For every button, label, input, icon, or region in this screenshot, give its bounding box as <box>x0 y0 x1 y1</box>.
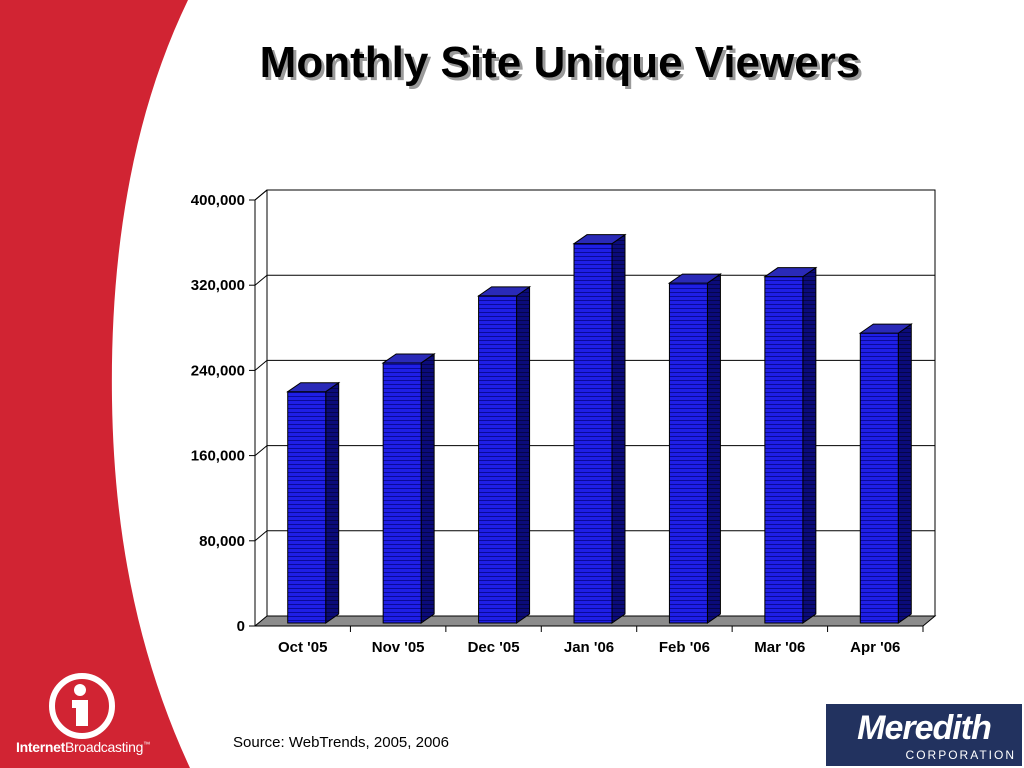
bar-top <box>476 286 532 297</box>
bar-side <box>420 352 435 624</box>
x-tick-label: Nov '05 <box>372 639 425 656</box>
red-side-panel <box>0 0 190 768</box>
bars <box>286 233 913 624</box>
bar-front <box>382 362 422 624</box>
bar-top <box>572 234 627 245</box>
gridline-depth <box>254 274 268 286</box>
bar-top <box>286 382 341 393</box>
bar-side <box>325 381 340 624</box>
gridline-depth <box>254 530 268 542</box>
bar-side <box>611 233 626 624</box>
y-tick-label: 400,000 <box>191 192 245 209</box>
y-tick-label: 80,000 <box>199 533 245 550</box>
x-tick-label: Jan '06 <box>564 639 614 656</box>
x-tick-label: Dec '05 <box>468 639 520 656</box>
bar-top <box>858 323 913 334</box>
bar <box>858 323 913 624</box>
bar <box>476 285 532 624</box>
y-axis: 0 80,000 160,000 240,000 320,000 400,000 <box>191 192 256 635</box>
bar-top <box>763 267 818 278</box>
x-tick-label: Apr '06 <box>850 639 900 656</box>
bar-side <box>706 273 721 624</box>
bar-top <box>381 353 436 364</box>
x-tick-label: Feb '06 <box>659 639 710 656</box>
bar <box>381 352 436 624</box>
bar-front <box>859 332 899 624</box>
gridline-depth <box>254 445 268 456</box>
bar-front <box>287 391 327 624</box>
x-tick-label: Mar '06 <box>754 639 805 656</box>
meredith-wordmark: Meredith <box>857 709 992 747</box>
y-tick-label: 0 <box>237 618 245 635</box>
bar-side <box>802 266 817 624</box>
meredith-corporation-logo: Meredith CORPORATION <box>826 704 1022 766</box>
bar <box>763 266 818 624</box>
bar-side <box>897 323 912 624</box>
bar-front <box>478 295 518 624</box>
bar <box>286 381 341 624</box>
internet-broadcasting-wordmark: InternetBroadcasting™ <box>16 739 150 755</box>
y-tick-label: 240,000 <box>191 362 245 379</box>
bar-front <box>668 282 708 624</box>
bar-chart: 0 80,000 160,000 240,000 320,000 400,000 Oct … <box>191 189 937 656</box>
bar-front <box>764 276 804 624</box>
x-tick-label: Oct '05 <box>278 639 327 656</box>
bar-side <box>516 285 531 624</box>
y-tick-label: 320,000 <box>191 277 245 294</box>
source-note: Source: WebTrends, 2005, 2006 <box>233 734 449 751</box>
bar <box>667 273 723 624</box>
internet-broadcasting-logo <box>49 673 115 739</box>
gridline-depth <box>254 189 268 201</box>
bar <box>572 233 627 624</box>
gridline-depth <box>254 360 268 371</box>
x-axis: Oct '05 Nov '05 Dec '05 Jan '06 Feb '06 Mar '… <box>255 625 924 656</box>
meredith-corporation-label: CORPORATION <box>905 748 1016 762</box>
y-tick-label: 160,000 <box>191 448 245 465</box>
slide-title: Monthly Site Unique Viewers <box>259 38 861 87</box>
bar-front <box>573 243 613 624</box>
bar-top <box>667 273 723 284</box>
